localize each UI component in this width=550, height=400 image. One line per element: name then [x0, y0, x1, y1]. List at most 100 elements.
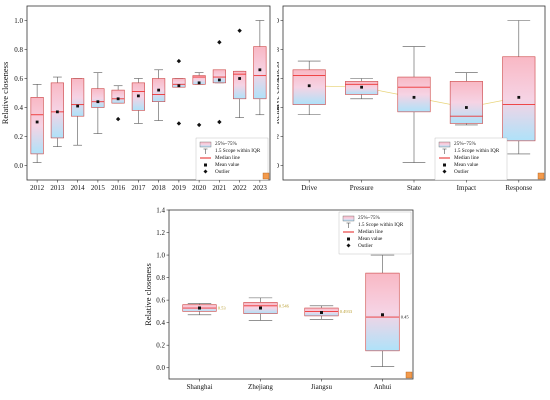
y-axis-title: Relative closeness — [143, 263, 153, 326]
legend-swatch-mean — [347, 237, 350, 241]
iqr-box-outline — [243, 302, 278, 314]
iqr-box-outline — [30, 97, 44, 155]
iqr-box — [253, 46, 267, 99]
corner-resize-icon — [405, 371, 413, 379]
iqr-box-outline — [111, 89, 125, 104]
iqr-box-outline — [50, 82, 64, 139]
y-axis-title: Relative closeness — [277, 62, 281, 125]
box-Impact — [449, 72, 483, 126]
mean-marker — [136, 94, 140, 98]
mean-marker — [55, 110, 59, 114]
iqr-box — [502, 56, 536, 141]
legend-swatch-outlier — [203, 169, 208, 174]
mean-marker — [198, 306, 201, 310]
iqr-box — [213, 69, 226, 83]
mean-marker — [259, 306, 262, 310]
legend-entry-label: Median line — [215, 155, 241, 161]
box-Anhui: 0.45 — [365, 254, 409, 367]
y-tick-label: 0.4 — [156, 319, 165, 327]
iqr-box-outline — [192, 75, 206, 85]
box-2022 — [233, 28, 247, 118]
x-tick-label: 2015 — [91, 184, 106, 192]
x-tick-label: Zhejiang — [248, 383, 273, 391]
legend-swatch-box — [342, 215, 355, 222]
mean-marker — [116, 97, 120, 101]
iqr-box-outline — [212, 69, 226, 84]
iqr-box-outline — [502, 56, 536, 142]
outlier-marker — [176, 58, 182, 64]
y-tick-label: 0.0 — [14, 162, 23, 170]
box-2016 — [111, 85, 125, 122]
box-2019 — [172, 58, 186, 126]
y-tick-label: 0.2 — [277, 133, 280, 141]
mean-marker — [217, 78, 221, 82]
y-tick-label: 0.8 — [277, 46, 280, 54]
yearly-boxplot-chart: 0.0 0.2 0.4 0.6 0.8 1.0 Relative closeness 2012… — [0, 5, 271, 192]
iqr-box — [450, 81, 483, 124]
mean-marker — [360, 85, 363, 89]
y-tick-label: 0.0 — [156, 364, 165, 372]
iqr-box-outline — [152, 78, 166, 103]
x-tick-label: 2022 — [233, 184, 248, 192]
mean-marker — [177, 84, 181, 88]
outlier-marker — [217, 119, 222, 125]
mean-marker — [258, 68, 262, 72]
mean-marker — [412, 95, 416, 99]
y-tick-label: 0.6 — [14, 75, 23, 83]
legend-entry-label: 1.5 Scope within IQR — [215, 148, 261, 154]
y-tick-label: 0.8 — [156, 274, 165, 282]
mean-marker — [320, 311, 323, 315]
x-tick-label: 2021 — [212, 184, 227, 192]
legend-entry-label: 25%~75% — [454, 141, 477, 147]
iqr-box — [397, 77, 431, 112]
x-tick-label: 2023 — [253, 184, 268, 192]
y-tick-label: 0.0 — [277, 162, 280, 170]
province-boxplot-chart: 0.0 0.2 0.4 0.6 0.8 1.0 1.2 1.4 Relative closene… — [143, 206, 414, 391]
x-tick-label: Drive — [301, 184, 317, 192]
iqr-box — [292, 69, 326, 105]
mean-marker — [76, 104, 80, 108]
x-tick-label: 2018 — [152, 184, 167, 192]
iqr-box — [365, 273, 400, 351]
box-Zhejiang: 0.546 — [243, 297, 290, 321]
legend-entry-label: Mean value — [358, 236, 383, 242]
outlier-marker — [115, 116, 121, 122]
legend-entry-label: 1.5 Scope within IQR — [454, 148, 500, 154]
iqr-box — [71, 78, 84, 117]
x-tick-label: Jiangsu — [311, 383, 333, 391]
x-tick-label: 2016 — [111, 184, 126, 192]
y-tick-label: 1.4 — [156, 206, 165, 214]
legend-entry-label: Mean value — [454, 162, 479, 168]
box-State — [397, 46, 431, 163]
x-tick-label: Response — [505, 184, 532, 192]
median-value-label: 0.546 — [279, 303, 290, 308]
legend-entry-label: 25%~75% — [358, 215, 381, 221]
corner-resize-icon — [537, 172, 545, 180]
mean-marker — [157, 88, 161, 92]
x-tick-label: 2017 — [131, 184, 146, 192]
mean-marker — [238, 77, 242, 80]
iqr-box-outline — [131, 82, 145, 111]
box-2021 — [212, 40, 226, 125]
box-2018 — [152, 69, 166, 121]
box-Response — [502, 20, 536, 155]
x-tick-label: Pressure — [350, 184, 374, 192]
iqr-box-outline — [449, 81, 483, 124]
mean-marker — [96, 100, 100, 104]
y-tick-label: 0.6 — [277, 75, 280, 83]
x-tick-label: Impact — [457, 184, 476, 192]
box-Shanghai: 0.53 — [182, 303, 226, 316]
box-2015 — [91, 72, 105, 134]
box-2013 — [50, 76, 64, 147]
iqr-box — [30, 97, 44, 154]
mean-marker — [517, 95, 521, 99]
box-Drive — [292, 60, 326, 116]
y-tick-label: 0.2 — [14, 133, 23, 141]
iqr-box-outline — [253, 46, 267, 100]
y-tick-label: 1.2 — [156, 229, 165, 237]
x-tick-label: 2020 — [192, 184, 207, 192]
legend-entry-label: 1.5 Scope within IQR — [358, 222, 404, 228]
box-2023 — [253, 20, 267, 116]
